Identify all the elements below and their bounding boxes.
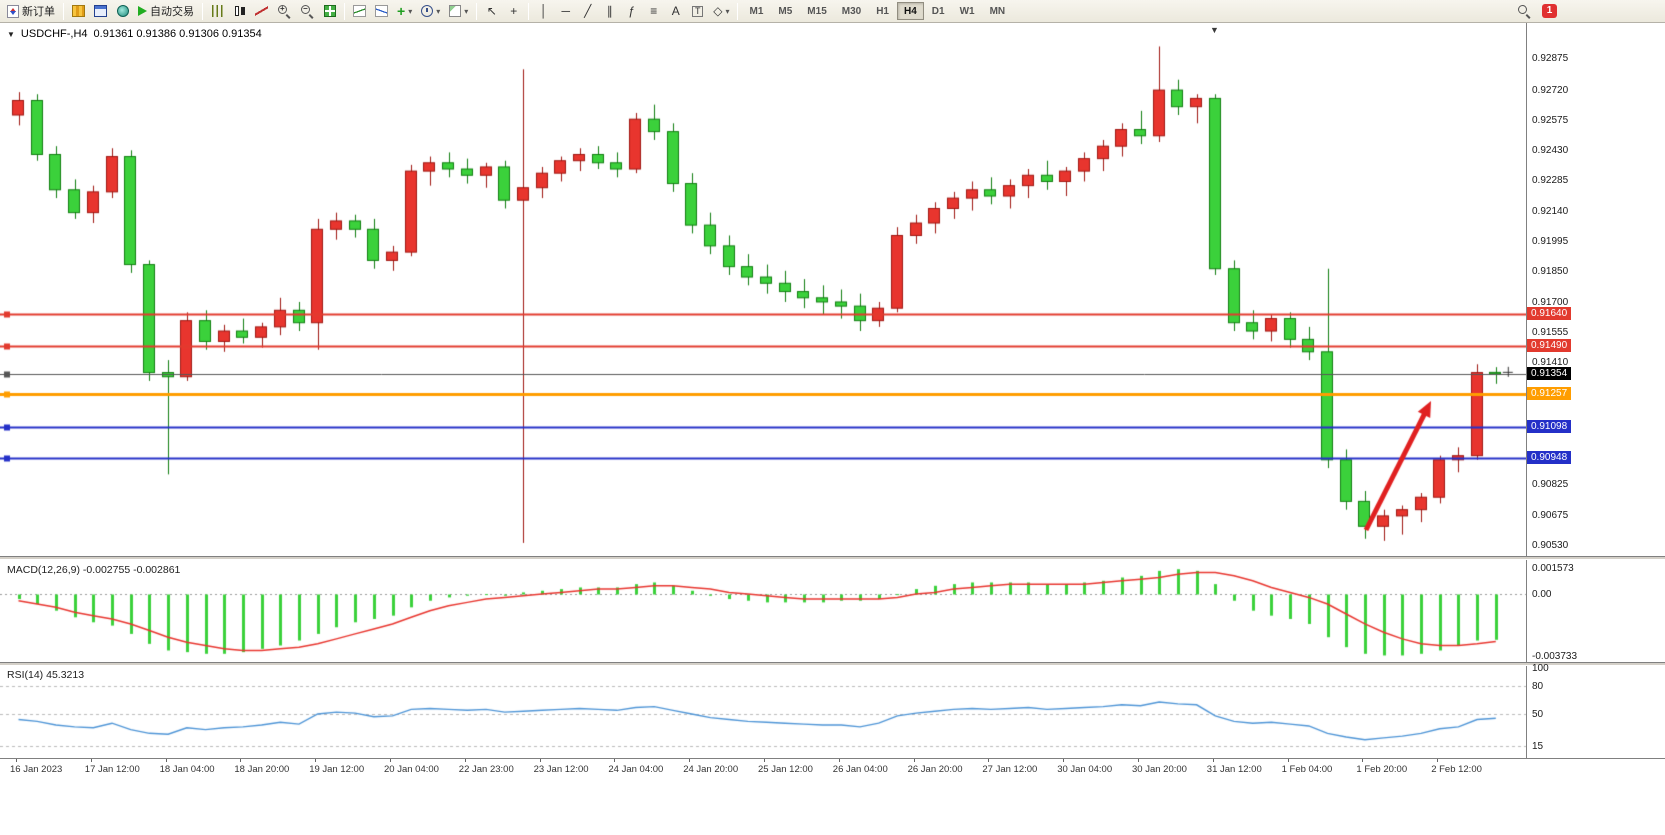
periods-button[interactable]: ▾ xyxy=(417,1,444,21)
channel-icon: ∥ xyxy=(606,4,613,18)
panel-separator-rsi[interactable] xyxy=(0,662,1665,666)
chevron-down-icon: ▾ xyxy=(725,6,730,16)
templates-button[interactable]: ▾ xyxy=(445,1,472,21)
cursor-icon: ↖ xyxy=(486,4,497,18)
chart-ohlc-values: 0.91361 0.91386 0.91306 0.91354 xyxy=(93,28,262,40)
chevron-down-icon: ▾ xyxy=(464,6,469,16)
chart-title: ▼ USDCHF-,H4 0.91361 0.91386 0.91306 0.9… xyxy=(7,28,262,40)
channel-button[interactable]: ∥ xyxy=(599,1,620,21)
new-chart-icon xyxy=(72,5,85,17)
clock-icon xyxy=(421,5,434,17)
timeframe-m1-button[interactable]: M1 xyxy=(742,2,770,20)
shapes-button[interactable]: ◇ ▾ xyxy=(709,1,733,21)
timeframe-mn-button[interactable]: MN xyxy=(983,2,1013,20)
profiles-button[interactable] xyxy=(90,1,111,21)
main-toolbar: 新订单 自动交易 + − + ▾ ▾ ▾ ↖ + │ ─ ╱ ∥ ƒ ≡ A T … xyxy=(0,0,1665,23)
search-button[interactable] xyxy=(1513,1,1535,21)
toolbar-separator xyxy=(528,2,530,20)
play-icon xyxy=(138,6,147,16)
rsi-canvas[interactable] xyxy=(0,666,1526,758)
macd-title: MACD(12,26,9) -0.002755 -0.002861 xyxy=(7,564,180,576)
indicator-windows-button[interactable] xyxy=(371,1,392,21)
new-chart-button[interactable] xyxy=(68,1,89,21)
add-indicator-icon: + xyxy=(397,3,406,19)
chart-window: ▼ USDCHF-,H4 0.91361 0.91386 0.91306 0.9… xyxy=(0,23,1665,782)
new-order-label: 新订单 xyxy=(22,6,55,18)
timeframe-m15-button[interactable]: M15 xyxy=(800,2,833,20)
chart-menu-icon[interactable]: ▼ xyxy=(7,29,15,39)
rsi-title: RSI(14) 45.3213 xyxy=(7,669,84,681)
zoom-in-icon: + xyxy=(277,4,291,18)
chart-symbol-period: USDCHF-,H4 xyxy=(20,28,88,40)
timeframe-h4-button[interactable]: H4 xyxy=(897,2,924,20)
horizontal-line-icon: ─ xyxy=(561,4,570,18)
text-icon: A xyxy=(671,4,680,18)
levels-icon: ≡ xyxy=(650,4,658,18)
auto-trading-button[interactable]: 自动交易 xyxy=(134,1,198,21)
chevron-down-icon: ▾ xyxy=(436,6,441,16)
timeframe-toolbar: M1 M5 M15 M30 H1 H4 D1 W1 MN xyxy=(742,2,1012,20)
auto-trading-label: 自动交易 xyxy=(150,6,194,18)
new-order-button[interactable]: 新订单 xyxy=(3,1,59,21)
zoom-in-button[interactable]: + xyxy=(273,1,295,21)
timeframe-h1-button[interactable]: H1 xyxy=(869,2,896,20)
search-icon xyxy=(1517,4,1531,18)
horizontal-line-button[interactable]: ─ xyxy=(555,1,576,21)
panel-separator-macd[interactable] xyxy=(0,556,1665,560)
toolbar-separator xyxy=(202,2,203,20)
new-order-icon xyxy=(7,4,19,18)
tile-windows-button[interactable] xyxy=(319,1,340,21)
indicators-button[interactable] xyxy=(349,1,370,21)
macd-label: MACD(12,26,9) xyxy=(7,564,80,576)
toolbar-separator xyxy=(737,2,739,20)
add-indicator-button[interactable]: + ▾ xyxy=(393,1,416,21)
label-button[interactable]: T xyxy=(687,1,708,21)
crosshair-button[interactable]: + xyxy=(503,1,524,21)
time-axis[interactable] xyxy=(0,758,1665,782)
cursor-button[interactable]: ↖ xyxy=(481,1,502,21)
fibonacci-icon: ƒ xyxy=(628,4,636,18)
text-button[interactable]: A xyxy=(665,1,686,21)
indicator-windows-icon xyxy=(375,5,388,17)
timeframe-d1-button[interactable]: D1 xyxy=(925,2,952,20)
rsi-value: 45.3213 xyxy=(46,669,85,681)
refresh-button[interactable] xyxy=(112,1,133,21)
macd-values: -0.002755 -0.002861 xyxy=(82,564,181,576)
price-scale[interactable] xyxy=(1526,23,1665,758)
line-chart-button[interactable] xyxy=(251,1,272,21)
line-chart-icon xyxy=(255,5,268,17)
toolbar-separator xyxy=(63,2,64,20)
toolbar-separator xyxy=(476,2,478,20)
shapes-icon: ◇ xyxy=(713,4,723,18)
chart-shift-marker[interactable]: ▼ xyxy=(1210,25,1219,35)
rsi-label: RSI(14) xyxy=(7,669,44,681)
crosshair-icon: + xyxy=(510,4,518,18)
trendline-button[interactable]: ╱ xyxy=(577,1,598,21)
candlestick-button[interactable] xyxy=(229,1,250,21)
timeframe-m5-button[interactable]: M5 xyxy=(771,2,799,20)
timeframe-w1-button[interactable]: W1 xyxy=(953,2,982,20)
notification-badge[interactable]: 1 xyxy=(1542,4,1557,18)
refresh-icon xyxy=(116,5,129,17)
bar-chart-icon xyxy=(211,5,224,17)
toolbar-separator xyxy=(344,2,345,20)
bar-chart-button[interactable] xyxy=(207,1,228,21)
chevron-down-icon: ▾ xyxy=(408,6,413,16)
vertical-line-icon: │ xyxy=(539,4,548,18)
label-icon: T xyxy=(692,5,703,17)
zoom-out-icon: − xyxy=(300,4,314,18)
timeframe-m30-button[interactable]: M30 xyxy=(835,2,868,20)
zoom-out-button[interactable]: − xyxy=(296,1,318,21)
price-chart-canvas[interactable] xyxy=(0,23,1526,556)
profiles-icon xyxy=(94,5,107,17)
indicators-icon xyxy=(353,5,366,17)
candlestick-icon xyxy=(234,6,245,16)
macd-canvas[interactable] xyxy=(0,560,1526,662)
template-icon xyxy=(449,5,462,17)
vertical-line-button[interactable]: │ xyxy=(533,1,554,21)
levels-button[interactable]: ≡ xyxy=(643,1,664,21)
tile-windows-icon xyxy=(323,5,336,17)
trendline-icon: ╱ xyxy=(584,4,592,18)
fibonacci-button[interactable]: ƒ xyxy=(621,1,642,21)
